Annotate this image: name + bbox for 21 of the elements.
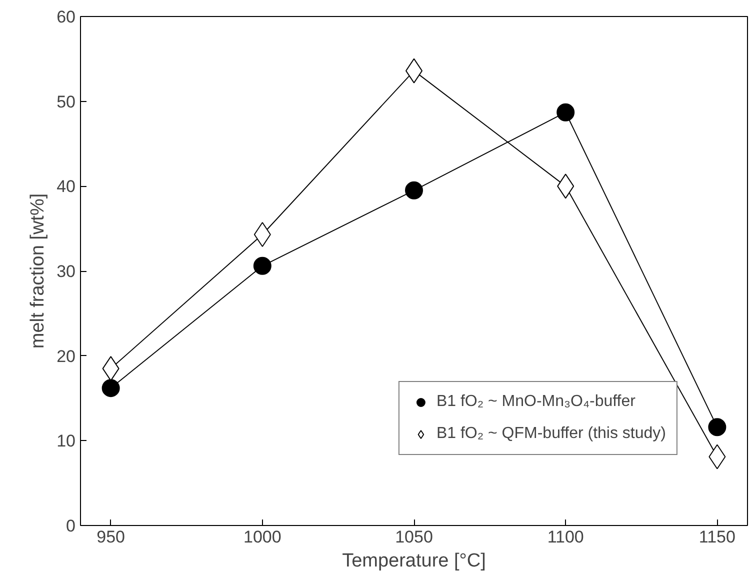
x-axis-title: Temperature [°C] [342,550,486,572]
y-axis-title: melt fraction [wt%] [28,193,49,349]
x-tick-label: 950 [96,528,126,546]
legend-label: B1 fO₂ ~ MnO-Mn₃O₄-buffer [436,393,636,411]
y-tick-label: 50 [56,92,76,112]
y-tick-label: 20 [56,346,76,366]
point [556,103,575,122]
x-tick-label: 1150 [698,528,736,546]
y-tick-label: 40 [56,177,76,196]
legend-label: B1 fO₂ ~ QFM-buffer (this study) [436,425,666,443]
point [405,181,423,200]
point [253,256,272,275]
point [708,418,726,436]
y-tick-label: 0 [66,516,76,536]
y-tick-label: 60 [56,8,76,26]
point [102,379,120,398]
x-tick-label: 1000 [244,528,282,546]
y-tick-label: 30 [56,262,76,281]
x-tick-label: 1100 [547,528,584,546]
y-tick-label: 10 [56,432,76,451]
x-tick-label: 1050 [395,528,433,546]
